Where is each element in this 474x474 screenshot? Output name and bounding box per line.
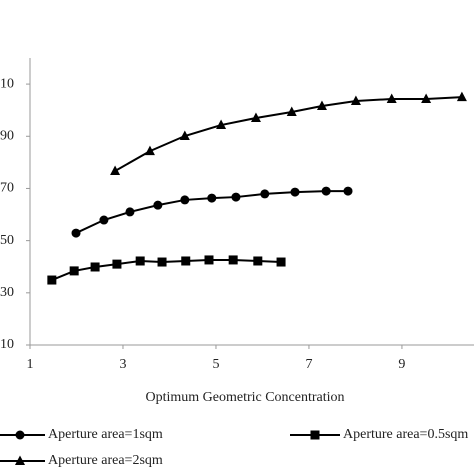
marker <box>15 455 25 465</box>
marker <box>456 91 467 102</box>
marker <box>343 186 353 196</box>
x-tick-label: 3 <box>119 357 126 372</box>
marker <box>321 186 331 196</box>
marker <box>135 256 145 266</box>
x-tick-label: 7 <box>305 357 312 372</box>
marker <box>250 112 261 123</box>
marker <box>228 255 238 265</box>
y-tick-label: 70 <box>0 181 14 196</box>
marker <box>180 195 190 205</box>
marker <box>157 257 167 267</box>
marker <box>99 215 109 225</box>
y-tick-label: 50 <box>0 233 14 248</box>
marker <box>125 207 135 217</box>
marker <box>179 130 190 141</box>
marker <box>69 266 79 276</box>
marker <box>90 262 100 272</box>
marker <box>386 93 397 103</box>
marker <box>310 430 320 440</box>
legend-label: Aperture area=1sqm <box>48 427 163 442</box>
marker <box>47 275 57 285</box>
marker <box>286 106 297 117</box>
y-tick-label: 110 <box>0 76 14 91</box>
marker <box>71 228 81 238</box>
legend-label: Aperture area=2sqm <box>48 453 163 468</box>
marker <box>421 93 432 103</box>
marker <box>216 119 227 130</box>
x-tick-label: 9 <box>398 357 405 372</box>
marker <box>153 200 163 210</box>
x-tick-label: 1 <box>27 357 34 372</box>
marker <box>276 257 286 267</box>
marker <box>231 192 241 202</box>
marker <box>15 430 25 440</box>
y-tick-label: 90 <box>0 128 14 143</box>
marker <box>204 255 214 265</box>
marker <box>316 100 327 111</box>
series-line <box>114 96 462 172</box>
marker <box>144 145 155 156</box>
marker <box>181 256 191 266</box>
marker <box>253 256 263 266</box>
marker <box>350 95 361 106</box>
x-tick-label: 5 <box>212 357 219 372</box>
x-axis-label: Optimum Geometric Concentration <box>145 390 344 405</box>
marker <box>260 189 270 199</box>
marker <box>290 187 300 197</box>
marker <box>110 165 121 175</box>
y-tick-label: 10 <box>0 337 14 352</box>
marker <box>112 259 122 269</box>
y-tick-label: 30 <box>0 285 14 300</box>
marker <box>207 193 217 203</box>
legend-label: Aperture area=0.5sqm <box>343 427 468 442</box>
